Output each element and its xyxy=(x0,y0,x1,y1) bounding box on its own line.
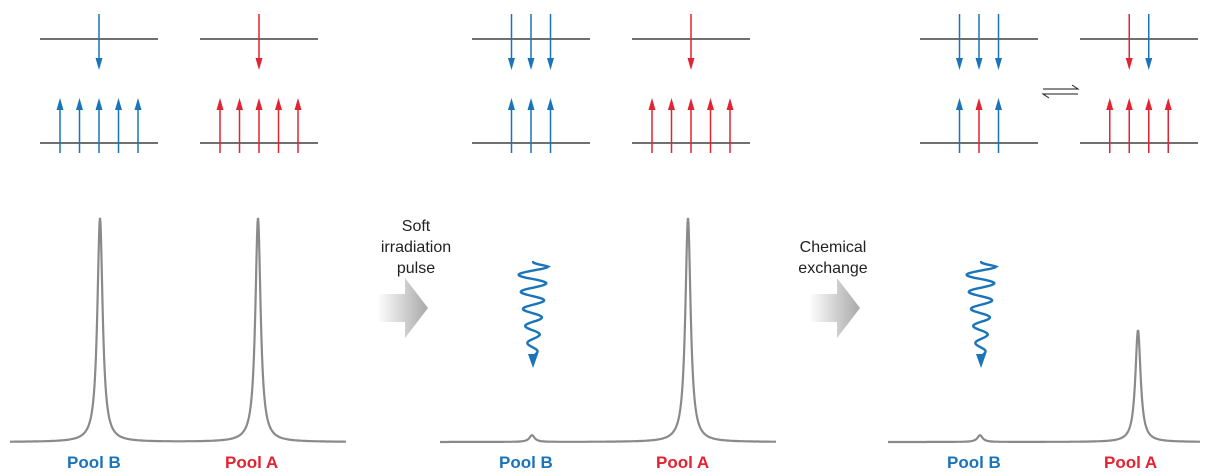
nmr-spectrum-line xyxy=(10,217,346,443)
nmr-spectrum-line xyxy=(440,217,776,444)
soft-irradiation-step-label: Soft irradiation pulse xyxy=(368,216,464,279)
energy-level-diagrams xyxy=(40,14,1198,153)
spin-up-arrow-pool-a xyxy=(707,98,714,153)
spin-up-arrow-pool-a xyxy=(687,98,695,153)
chemical-exchange-step-label: Chemical exchange xyxy=(778,237,888,279)
spin-down-arrow-pool-a xyxy=(1125,14,1133,70)
saturation-waves xyxy=(517,260,999,368)
spin-up-arrow-pool-a xyxy=(648,98,656,153)
spin-up-arrow-pool-a xyxy=(216,98,224,153)
soft-irradiation-arrow xyxy=(377,278,428,338)
spin-up-arrow-pool-a xyxy=(255,98,263,153)
step-label-line: Chemical xyxy=(799,239,867,256)
pool-b-label-panel-1: Pool B xyxy=(67,453,121,472)
pool-a-label-panel-1: Pool A xyxy=(225,453,279,472)
spin-down-arrow-pool-b xyxy=(956,14,963,70)
pool-b-upper-level-panel-1 xyxy=(40,14,158,70)
pool-b-lower-level-panel-2 xyxy=(472,98,590,153)
spin-down-arrow-pool-b xyxy=(1145,14,1153,70)
spin-up-arrow-pool-a xyxy=(975,98,983,153)
spin-up-arrow-pool-a xyxy=(294,98,302,153)
spin-down-arrow-pool-b xyxy=(527,14,535,70)
spin-down-arrow-pool-b xyxy=(95,14,103,70)
pool-b-lower-level-panel-3 xyxy=(920,98,1038,153)
step-label-line: pulse xyxy=(396,260,436,277)
saturation-pulse-icon xyxy=(965,260,999,368)
pool-b-label-panel-2: Pool B xyxy=(499,453,553,472)
spin-up-arrow-pool-b xyxy=(95,98,103,153)
pool-a-label-panel-3: Pool A xyxy=(1104,453,1158,472)
pool-a-lower-level-panel-1 xyxy=(200,98,318,153)
spin-down-arrow-pool-a xyxy=(687,14,695,70)
spin-up-arrow-pool-a xyxy=(668,98,675,153)
spin-up-arrow-pool-a xyxy=(275,98,282,153)
spin-up-arrow-pool-a xyxy=(1145,98,1153,153)
spin-down-arrow-pool-b xyxy=(995,14,1002,70)
spin-up-arrow-pool-b xyxy=(508,98,515,153)
pool-a-upper-level-panel-2 xyxy=(632,14,750,70)
spin-up-arrow-pool-a xyxy=(726,98,734,153)
spin-down-arrow-pool-b xyxy=(547,14,554,70)
spin-up-arrow-pool-b xyxy=(547,98,554,153)
spin-down-arrow-pool-b xyxy=(975,14,983,70)
pool-b-label-panel-3: Pool B xyxy=(947,453,1001,472)
spin-up-arrow-pool-b xyxy=(956,98,963,153)
pool-a-upper-level-panel-3 xyxy=(1080,14,1198,70)
pool-a-upper-level-panel-1 xyxy=(200,14,318,70)
spin-up-arrow-pool-b xyxy=(76,98,83,153)
spin-up-arrow-pool-b xyxy=(115,98,122,153)
step-label-line: irradiation xyxy=(380,239,452,256)
spin-down-arrow-pool-b xyxy=(508,14,515,70)
pool-b-upper-level-panel-2 xyxy=(472,14,590,70)
spin-up-arrow-pool-a xyxy=(1164,98,1172,153)
pool-b-upper-level-panel-3 xyxy=(920,14,1038,70)
spin-up-arrow-pool-b xyxy=(995,98,1002,153)
saturation-pulse-icon xyxy=(517,260,551,368)
spin-up-arrow-pool-a xyxy=(1106,98,1114,153)
pool-a-label-panel-2: Pool A xyxy=(656,453,710,472)
step-label-line: exchange xyxy=(798,260,868,277)
spin-up-arrow-pool-b xyxy=(56,98,64,153)
step-label-line: Soft xyxy=(401,218,431,235)
pool-a-lower-level-panel-3 xyxy=(1080,98,1198,153)
spin-up-arrow-pool-a xyxy=(236,98,243,153)
chemical-exchange-arrow xyxy=(809,278,860,338)
spectra xyxy=(10,217,1200,444)
spin-down-arrow-pool-a xyxy=(255,14,263,70)
pool-b-lower-level-panel-1 xyxy=(40,98,158,153)
spin-up-arrow-pool-b xyxy=(134,98,142,153)
nmr-spectrum-line xyxy=(888,329,1200,444)
exchange-equilibrium-icon xyxy=(1041,84,1080,99)
pool-a-lower-level-panel-2 xyxy=(632,98,750,153)
spin-up-arrow-pool-a xyxy=(1125,98,1133,153)
spin-up-arrow-pool-b xyxy=(527,98,535,153)
